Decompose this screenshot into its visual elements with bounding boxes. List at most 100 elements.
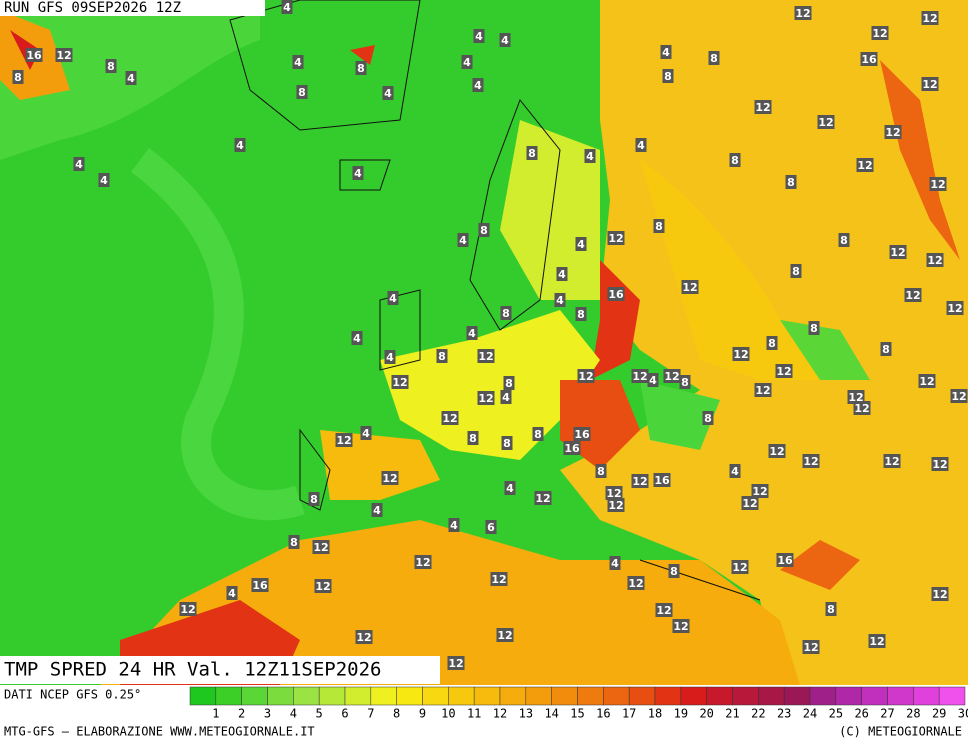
contour-label: 4	[450, 519, 458, 532]
contour-label: 8	[710, 52, 718, 65]
label-box	[554, 293, 566, 307]
contour-label: 12	[872, 27, 887, 40]
scale-label: 7	[367, 707, 374, 721]
label-box	[731, 560, 749, 574]
contour-label: 4	[475, 30, 483, 43]
label-box	[929, 177, 947, 191]
label-box	[884, 125, 902, 139]
label-box	[921, 77, 939, 91]
contour-label: 12	[927, 254, 942, 267]
contour-label: 8	[768, 337, 776, 350]
contour-label: 4	[577, 238, 585, 251]
contour-label: 4	[354, 167, 362, 180]
label-box	[817, 115, 835, 129]
scale-label: 19	[674, 707, 688, 721]
scale-swatch	[396, 686, 423, 706]
contour-label: 12	[606, 487, 621, 500]
label-box	[889, 245, 907, 259]
contour-label: 8	[505, 377, 513, 390]
contour-label: 8	[787, 176, 795, 189]
contour-label: 16	[608, 288, 624, 301]
label-box	[595, 464, 607, 478]
label-box	[768, 444, 786, 458]
scale-swatch	[809, 686, 837, 706]
contour-label: 12	[682, 281, 697, 294]
scale-swatch	[215, 686, 242, 706]
scale-swatch	[370, 686, 397, 706]
scale-label: 20	[699, 707, 713, 721]
contour-label: 4	[294, 56, 302, 69]
contour-label: 4	[501, 34, 509, 47]
label-box	[950, 389, 968, 403]
label-box	[631, 474, 649, 488]
label-box	[729, 153, 741, 167]
contour-label: 12	[180, 603, 195, 616]
contour-label: 4	[662, 46, 670, 59]
contour-label: 12	[392, 376, 407, 389]
label-box	[609, 556, 621, 570]
label-box	[457, 233, 469, 247]
contour-label: 4	[236, 139, 244, 152]
contour-label: 12	[415, 556, 430, 569]
scale-label: 27	[880, 707, 894, 721]
contour-label: 12	[932, 458, 947, 471]
label-box	[414, 555, 432, 569]
contour-label: 4	[637, 139, 645, 152]
label-box	[391, 375, 409, 389]
scale-swatch	[318, 686, 346, 706]
contour-label: 8	[107, 60, 115, 73]
contour-label: 12	[854, 402, 869, 415]
scale-swatch	[525, 686, 552, 706]
scale-label: 21	[725, 707, 739, 721]
contour-label: 4	[611, 557, 619, 570]
label-box	[573, 427, 591, 441]
label-box	[647, 373, 659, 387]
label-box	[25, 48, 43, 62]
contour-label: 12	[947, 302, 962, 315]
contour-label: 4	[558, 268, 566, 281]
label-box	[926, 253, 944, 267]
contour-label: 12	[930, 178, 945, 191]
scale-label: 4	[290, 707, 297, 721]
label-box	[504, 481, 516, 495]
label-box	[931, 457, 949, 471]
label-box	[105, 59, 117, 73]
scale-label: 17	[622, 707, 636, 721]
contour-label: 8	[597, 465, 605, 478]
contour-label: 12	[919, 375, 934, 388]
run-title: RUN GFS 09SEP2026 12Z	[4, 0, 181, 16]
contour-label: 12	[478, 350, 493, 363]
scale-label: 26	[854, 707, 868, 721]
scale-label: 13	[519, 707, 533, 721]
label-box	[382, 86, 394, 100]
label-box	[179, 602, 197, 616]
label-box	[627, 576, 645, 590]
contour-label: 8	[480, 224, 488, 237]
label-box	[556, 267, 568, 281]
contour-label: 12	[905, 289, 920, 302]
contour-label: 12	[795, 7, 810, 20]
label-box	[668, 564, 680, 578]
label-box	[785, 175, 797, 189]
scale-swatch	[448, 686, 475, 706]
contour-label: 12	[608, 499, 623, 512]
scale-swatch	[499, 686, 527, 706]
contour-label: 12	[752, 485, 767, 498]
label-box	[351, 331, 363, 345]
scale-label: 10	[441, 707, 455, 721]
scale-label: 1	[212, 707, 219, 721]
contour-label: 4	[506, 482, 514, 495]
contour-label: 12	[628, 577, 643, 590]
scale-label: 23	[777, 707, 791, 721]
scale-label: 6	[341, 707, 348, 721]
label-box	[532, 427, 544, 441]
scale-swatch	[732, 686, 759, 706]
contour-label: 12	[890, 246, 905, 259]
label-box	[672, 619, 690, 633]
contour-label: 8	[438, 350, 446, 363]
label-box	[448, 518, 460, 532]
contour-label: 12	[869, 635, 884, 648]
contour-label: 12	[382, 472, 397, 485]
scale-label: 30	[958, 707, 968, 721]
contour-label: 4	[75, 158, 83, 171]
